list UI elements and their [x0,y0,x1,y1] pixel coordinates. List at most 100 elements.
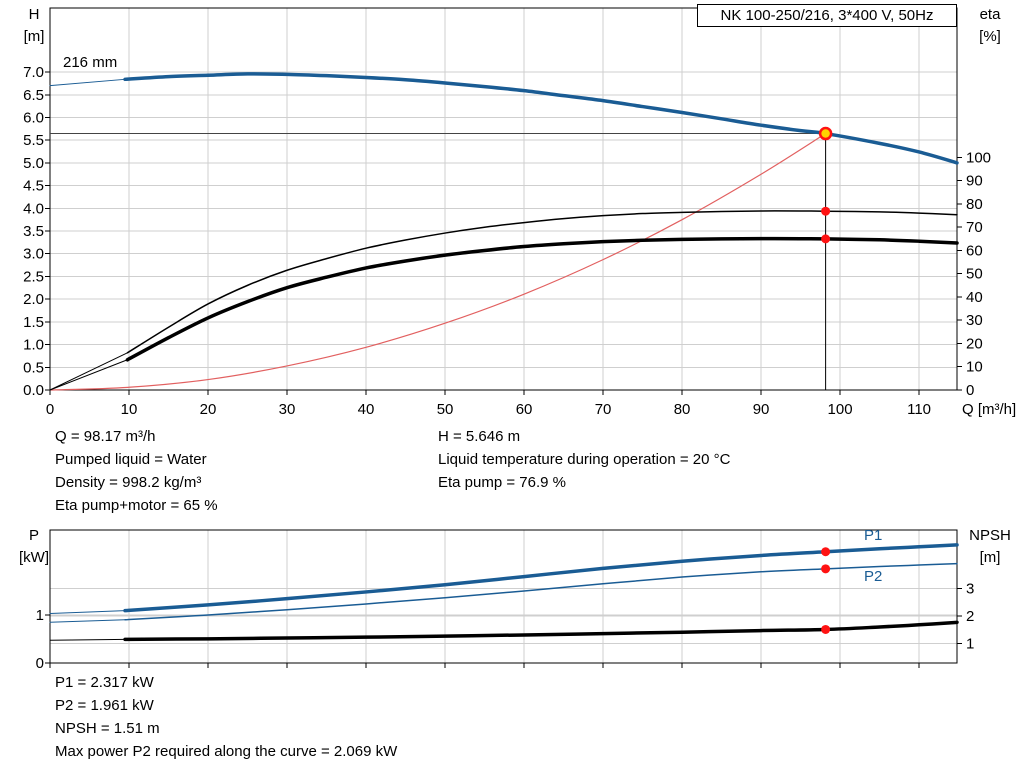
svg-text:2.5: 2.5 [23,268,44,285]
svg-text:30: 30 [279,401,296,418]
p1-point [821,547,831,557]
svg-text:100: 100 [828,401,853,418]
tick-labels: 0 1 1 2 3 [36,581,975,672]
svg-text:4.5: 4.5 [23,178,44,195]
p-axis-unit: [kW] [19,549,49,566]
p2-curve [124,562,958,621]
p1-curve [123,543,959,613]
svg-text:2.0: 2.0 [23,291,44,308]
svg-text:3: 3 [966,581,974,598]
svg-text:90: 90 [966,173,983,190]
operating-point[interactable] [818,126,833,141]
readout-head: H = 5.646 m [438,428,521,445]
svg-text:7.0: 7.0 [23,64,44,81]
svg-text:2: 2 [966,608,974,625]
h-axis-unit: [m] [23,28,45,45]
svg-text:5.5: 5.5 [23,132,44,149]
curves [49,72,959,391]
eta-pump-point [821,206,831,216]
svg-text:60: 60 [966,242,983,259]
npsh-curve [123,620,959,642]
svg-text:100: 100 [966,149,991,166]
p1-curve-lead [49,610,126,615]
svg-text:30: 30 [966,312,983,329]
svg-text:10: 10 [966,359,983,376]
head-curve [123,72,959,165]
svg-text:70: 70 [966,219,983,236]
eta-pump-motor-curve [125,236,959,362]
svg-text:80: 80 [674,401,691,418]
h-axis-title: H [28,6,40,23]
readout-npsh: NPSH = 1.51 m [55,720,160,737]
readout-flow: Q = 98.17 m³/h [55,428,156,445]
readout-pumped-liquid: Pumped liquid = Water [55,451,207,468]
svg-text:40: 40 [966,289,983,306]
power-readouts: P1 = 2.317 kW P2 = 1.961 kW NPSH = 1.51 … [55,674,397,766]
tick-labels: 0 10 20 30 40 50 60 70 80 90 100 1100.00.51.01.52.0… [23,64,991,418]
svg-text:80: 80 [966,196,983,213]
svg-text:50: 50 [966,266,983,283]
readout-liquid-temp: Liquid temperature during operation = 20… [438,451,731,468]
readout-eta-pump-motor: Eta pump+motor = 65 % [55,497,218,514]
npsh-point [821,624,831,634]
axis-ticks [45,71,962,395]
svg-text:4.0: 4.0 [23,200,44,217]
svg-text:0: 0 [36,655,44,672]
pump-title-box: NK 100-250/216, 3*400 V, 50Hz [697,4,957,27]
plot-qh: 0 10 20 30 40 50 60 70 80 90 100 1100.00.51.01.52.0… [23,7,991,418]
plot-border [49,529,958,664]
duty-curve [49,132,827,391]
readout-p2: P2 = 1.961 kW [55,697,154,714]
p2-point [821,564,831,574]
svg-text:90: 90 [753,401,770,418]
p2-curve-label: P2 [864,568,883,585]
q-axis-label: Q [m³/h] [962,401,1017,418]
eta-axis-title: eta [979,6,1001,23]
readout-p1: P1 = 2.317 kW [55,674,154,691]
svg-text:0: 0 [46,401,54,418]
svg-text:20: 20 [966,335,983,352]
svg-text:1.0: 1.0 [23,337,44,354]
npsh-curve-lead [49,638,126,641]
svg-text:60: 60 [516,401,533,418]
svg-text:70: 70 [595,401,612,418]
axis-ticks [45,588,962,668]
plot-power-npsh: 0 1 1 2 3 [36,529,975,672]
duty-readout-right: H = 5.646 m Liquid temperature during op… [438,428,730,497]
svg-text:6.0: 6.0 [23,109,44,126]
duty-readout-left: Q = 98.17 m³/h Pumped liquid = Water Den… [55,428,218,520]
impeller-diameter-label: 216 mm [63,54,118,71]
svg-text:110: 110 [907,401,931,418]
eta-axis-unit: [%] [979,28,1001,45]
readout-density: Density = 998.2 kg/m³ [55,474,202,491]
svg-text:3.0: 3.0 [23,246,44,263]
svg-text:40: 40 [358,401,375,418]
svg-text:5.0: 5.0 [23,155,44,172]
svg-text:0: 0 [966,382,974,399]
grid [50,530,957,663]
eta-pump-motor-point [821,234,831,244]
svg-text:6.5: 6.5 [23,87,44,104]
npsh-axis-title: NPSH [969,527,1011,544]
svg-text:3.5: 3.5 [23,223,44,240]
svg-text:20: 20 [200,401,217,418]
svg-text:1.5: 1.5 [23,314,44,331]
grid [50,8,957,390]
eta-pump-motor-lead [49,359,128,391]
svg-text:50: 50 [437,401,454,418]
readout-max-p2: Max power P2 required along the curve = … [55,743,398,760]
svg-text:10: 10 [121,401,138,418]
p-axis-title: P [28,527,39,544]
readout-eta-pump: Eta pump = 76.9 % [438,474,566,491]
head-curve-lead [49,78,126,87]
curves [49,543,959,642]
eta-pump-curve [126,210,958,354]
svg-text:1: 1 [36,607,44,624]
p2-curve-lead [49,619,126,623]
p1-curve-label: P1 [864,527,883,544]
svg-text:0.0: 0.0 [23,382,44,399]
plot-border [49,7,958,391]
eta-pump-lead [49,352,128,391]
